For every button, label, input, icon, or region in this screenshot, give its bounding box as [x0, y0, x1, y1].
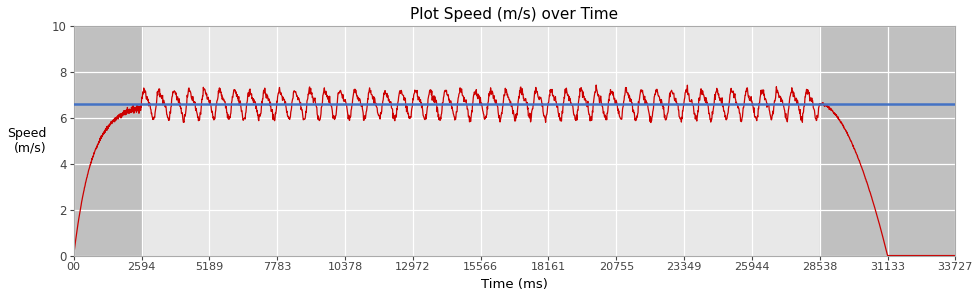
Bar — [74, 26, 141, 256]
Y-axis label: Speed
(m/s): Speed (m/s) — [7, 127, 46, 155]
X-axis label: Time (ms): Time (ms) — [481, 278, 548, 291]
Bar — [819, 26, 956, 256]
Title: Plot Speed (m/s) over Time: Plot Speed (m/s) over Time — [411, 7, 618, 22]
